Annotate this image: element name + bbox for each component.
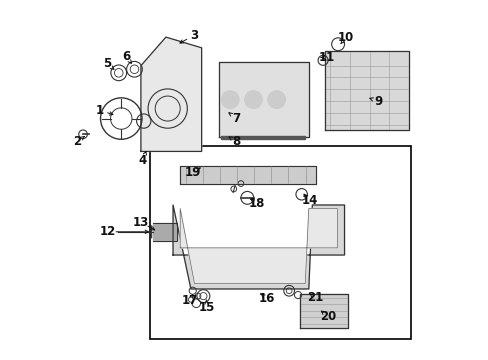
Polygon shape: [299, 294, 347, 328]
Text: 14: 14: [301, 194, 317, 207]
Polygon shape: [180, 208, 337, 284]
Text: 10: 10: [338, 31, 354, 44]
Text: 15: 15: [199, 301, 215, 314]
Text: 19: 19: [184, 166, 201, 179]
Polygon shape: [324, 51, 408, 130]
Polygon shape: [153, 223, 176, 241]
Text: 11: 11: [318, 51, 334, 64]
Text: 8: 8: [232, 135, 240, 148]
Text: 9: 9: [374, 95, 382, 108]
Bar: [149, 146, 410, 339]
Text: 17: 17: [182, 294, 198, 307]
Polygon shape: [219, 62, 308, 137]
Text: 12: 12: [100, 225, 116, 238]
Text: 5: 5: [102, 57, 111, 71]
Text: 3: 3: [189, 29, 198, 42]
Circle shape: [244, 91, 262, 109]
Circle shape: [267, 91, 285, 109]
Circle shape: [221, 91, 239, 109]
Polygon shape: [141, 37, 201, 152]
Text: 18: 18: [248, 197, 264, 211]
Text: 21: 21: [306, 291, 323, 305]
Polygon shape: [173, 205, 344, 289]
Polygon shape: [221, 136, 305, 139]
Text: 7: 7: [232, 112, 240, 125]
Circle shape: [331, 38, 344, 51]
Text: 6: 6: [122, 50, 130, 63]
Text: 1: 1: [96, 104, 103, 117]
Text: 4: 4: [138, 154, 146, 167]
Text: 16: 16: [258, 292, 275, 305]
Text: 20: 20: [320, 310, 336, 323]
Text: 13: 13: [133, 216, 149, 229]
Text: 2: 2: [74, 135, 81, 148]
Polygon shape: [180, 166, 315, 184]
